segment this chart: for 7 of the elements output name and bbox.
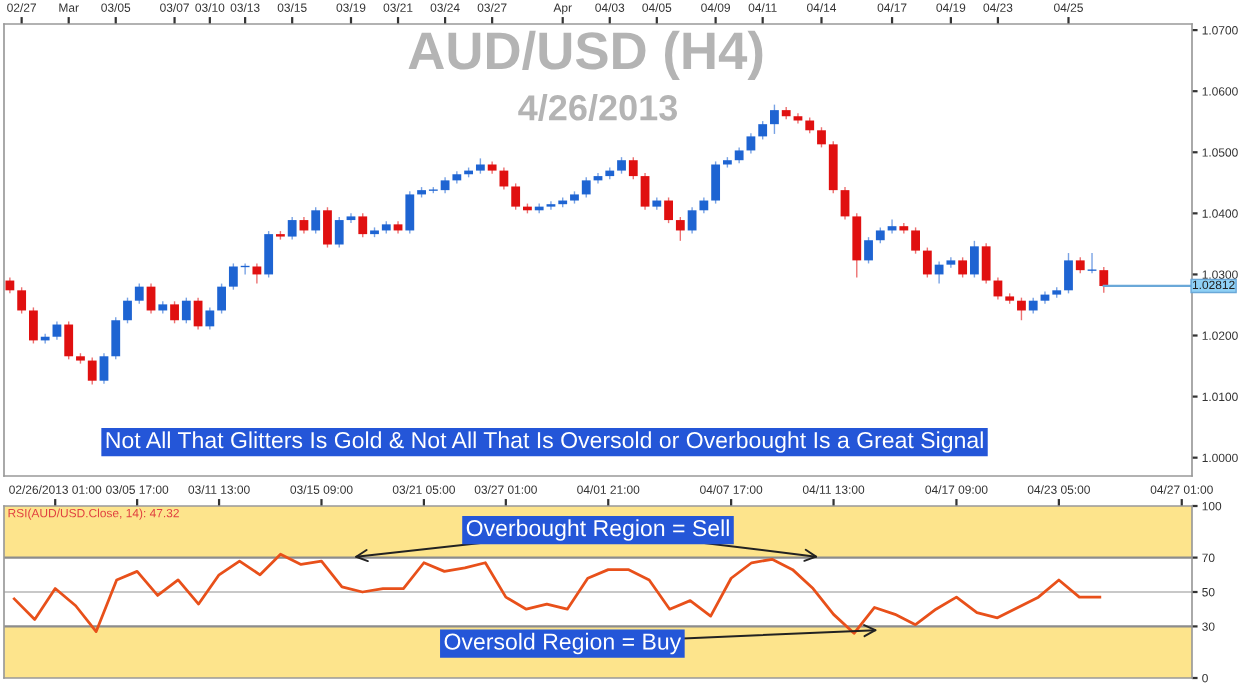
text: 4/26/2013 (518, 94, 678, 121)
chart-title: AUD/USD (H4) (408, 30, 763, 80)
annotation: Overbought Region = Sell (466, 519, 729, 541)
line-series (12, 552, 1102, 635)
annotation: Oversold Region = Buy (444, 632, 682, 655)
annotation: Not All That Glitters Is Gold & Not All That Is Oversold or Overbought Is a Great Signal (106, 431, 983, 453)
candlestick (899, 222, 909, 235)
